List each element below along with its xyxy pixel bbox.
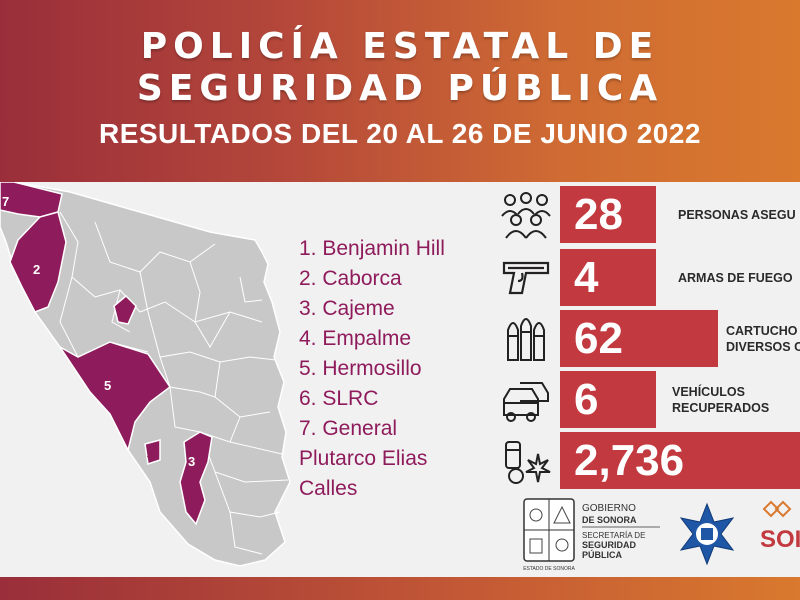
secretaria-line-1: SECRETARÍA DE <box>582 531 645 540</box>
stat-label-cartuchos-2: DIVERSOS C <box>726 340 800 354</box>
legend-item: Plutarco Elias <box>299 447 428 470</box>
stat-row-cartuchos: 62 CARTUCHO DIVERSOS C <box>496 310 800 367</box>
stat-value-narcoticos: 2,736 <box>560 432 800 489</box>
municipality-1-benjamin-hill <box>113 294 137 325</box>
stat-label-vehiculos-2: RECUPERADOS <box>672 401 770 415</box>
legend-item: 5. Hermosillo <box>299 357 422 380</box>
title-line-1: POLICÍA ESTATAL DE <box>140 26 660 67</box>
map-label-4: 4 <box>147 447 155 462</box>
map-label-7: 7 <box>2 194 9 209</box>
municipality-2-caborca <box>9 211 67 313</box>
stat-value-cartuchos: 62 <box>560 310 718 367</box>
stat-row-vehiculos: 6 VEHÍCULOS RECUPERADOS <box>496 371 800 428</box>
stat-label-vehiculos-1: VEHÍCULOS <box>672 385 745 399</box>
sonora-map: 2 5 4 3 7 <box>0 182 300 577</box>
legend-item: 7. General <box>299 417 398 440</box>
people-group-icon <box>496 186 556 243</box>
vehicles-icon <box>496 371 556 428</box>
map-label-2: 2 <box>33 262 40 277</box>
gobierno-line-1: GOBIERNO <box>582 503 636 514</box>
stat-row-personas: 28 PERSONAS ASEGU <box>496 186 800 243</box>
map-label-3: 3 <box>188 454 195 469</box>
drugs-icon <box>496 432 556 489</box>
sonora-brand-logo: SOI <box>760 500 800 553</box>
legend-item: 1. Benjamin Hill <box>299 237 445 260</box>
stat-label-cartuchos-1: CARTUCHO <box>726 324 798 338</box>
stat-row-armas: 4 ARMAS DE FUEGO <box>496 249 800 306</box>
legend-item: 2. Caborca <box>299 267 402 290</box>
secretaria-line-3: PÚBLICA <box>582 549 622 560</box>
police-badge-logo <box>679 502 735 566</box>
secretaria-line-2: SEGURIDAD <box>582 540 637 550</box>
legend-item: Calles <box>299 477 358 500</box>
handgun-icon <box>496 249 556 306</box>
page-subtitle: RESULTADOS DEL 20 AL 26 DE JUNIO 2022 <box>98 118 701 149</box>
title-line-2: SEGURIDAD PÚBLICA <box>136 68 664 109</box>
ammunition-icon <box>496 310 556 367</box>
legend-item: 4. Empalme <box>299 327 412 350</box>
gobierno-line-2: DE SONORA <box>582 515 637 525</box>
page-title: POLICÍA ESTATAL DE SEGURIDAD PÚBLICA <box>0 26 800 110</box>
legend-item: 3. Cajeme <box>299 297 395 320</box>
sonora-shield-logo: ESTADO DE SONORA <box>523 498 575 572</box>
logos-footer: ESTADO DE SONORA GOBIERNO DE SONORA SECR… <box>520 495 800 573</box>
header-banner: POLICÍA ESTATAL DE SEGURIDAD PÚBLICA RES… <box>0 0 800 182</box>
legend-item: 6. SLRC <box>299 387 379 410</box>
shield-caption: ESTADO DE SONORA <box>523 566 575 572</box>
footer-bar <box>0 577 800 600</box>
stat-value-vehiculos: 6 <box>560 371 656 428</box>
stat-value-armas: 4 <box>560 249 656 306</box>
municipality-5-hermosillo <box>59 341 172 453</box>
stat-row-narcoticos: 2,736 <box>496 432 800 489</box>
municipality-legend: 1. Benjamin Hill 2. Caborca 3. Cajeme 4.… <box>299 234 489 504</box>
municipality-4-empalme <box>144 439 161 465</box>
stat-label-personas: PERSONAS ASEGU <box>678 208 796 222</box>
municipality-3-cajeme <box>179 431 213 526</box>
brand-text: SOI <box>760 526 800 553</box>
map-label-5: 5 <box>104 378 111 393</box>
municipality-borders <box>59 211 289 555</box>
stat-label-armas: ARMAS DE FUEGO <box>678 271 793 285</box>
municipality-7-general-plutarco-elias-calles <box>0 182 63 218</box>
stat-value-personas: 28 <box>560 186 656 243</box>
